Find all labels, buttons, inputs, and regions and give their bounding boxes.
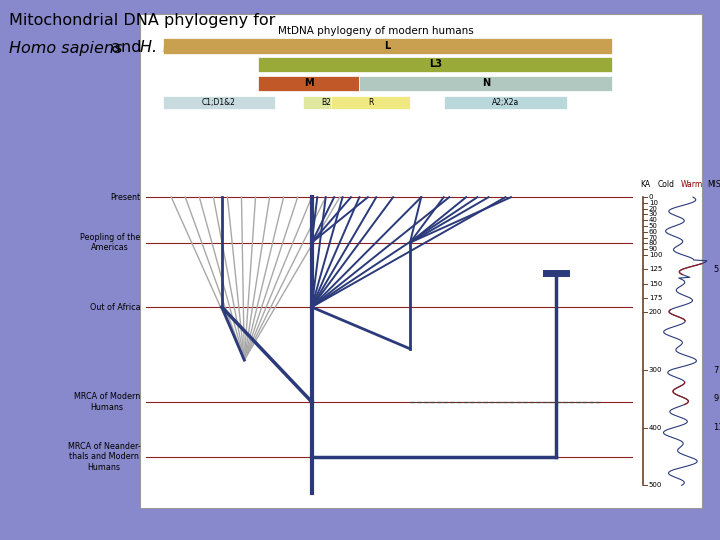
Text: and: and — [106, 40, 146, 56]
Text: 30: 30 — [649, 212, 658, 218]
Bar — [163, 96, 275, 110]
Text: 5: 5 — [714, 265, 719, 274]
Bar — [140, 14, 702, 508]
Text: Mitochondrial DNA phylogeny for: Mitochondrial DNA phylogeny for — [9, 14, 276, 29]
Bar — [258, 57, 612, 72]
Text: Out of Africa: Out of Africa — [89, 302, 140, 312]
Bar — [444, 96, 567, 110]
Bar — [359, 76, 612, 91]
Text: 150: 150 — [649, 281, 662, 287]
Text: 175: 175 — [649, 295, 662, 301]
Text: Homo sapiens: Homo sapiens — [9, 40, 122, 56]
Text: MRCA of Modern
Humans: MRCA of Modern Humans — [74, 392, 140, 411]
Text: 40: 40 — [649, 217, 657, 223]
Text: R: R — [368, 98, 374, 107]
Text: MRCA of Neander-
thals and Modern
Humans: MRCA of Neander- thals and Modern Humans — [68, 442, 140, 471]
Text: 11: 11 — [714, 423, 720, 432]
Bar — [163, 38, 612, 53]
Text: H. neanderthalis: H. neanderthalis — [140, 40, 273, 56]
Text: Cold: Cold — [657, 179, 675, 188]
Text: Warm: Warm — [681, 179, 703, 188]
Text: L3: L3 — [428, 59, 442, 70]
Text: 60: 60 — [649, 229, 658, 235]
Text: L: L — [384, 40, 391, 51]
Bar — [331, 96, 410, 110]
Text: 80: 80 — [649, 240, 658, 246]
Text: MtDNA phylogeny of modern humans: MtDNA phylogeny of modern humans — [279, 26, 474, 36]
Text: B2: B2 — [321, 98, 330, 107]
Text: 90: 90 — [649, 246, 658, 252]
Text: MIS: MIS — [707, 179, 720, 188]
Text: 500: 500 — [649, 482, 662, 488]
Text: 200: 200 — [649, 309, 662, 315]
Text: N: N — [482, 78, 490, 88]
Text: KA: KA — [640, 179, 650, 188]
Text: A2;X2a: A2;X2a — [492, 98, 519, 107]
Text: 100: 100 — [649, 252, 662, 258]
Text: 70: 70 — [649, 234, 658, 240]
Text: 20: 20 — [649, 206, 657, 212]
Text: 125: 125 — [649, 266, 662, 272]
Text: 10: 10 — [649, 200, 658, 206]
Text: Peopling of the
Americas: Peopling of the Americas — [80, 233, 140, 252]
Text: 50: 50 — [649, 223, 657, 229]
Bar — [258, 76, 359, 91]
Text: Present: Present — [110, 193, 140, 201]
Bar — [303, 96, 348, 110]
Text: M: M — [304, 78, 314, 88]
Text: 400: 400 — [649, 425, 662, 431]
Text: C1;D1&2: C1;D1&2 — [202, 98, 236, 107]
Text: 9: 9 — [714, 394, 719, 403]
Text: 0: 0 — [649, 194, 653, 200]
Text: 300: 300 — [649, 367, 662, 373]
Text: 7: 7 — [714, 366, 719, 375]
